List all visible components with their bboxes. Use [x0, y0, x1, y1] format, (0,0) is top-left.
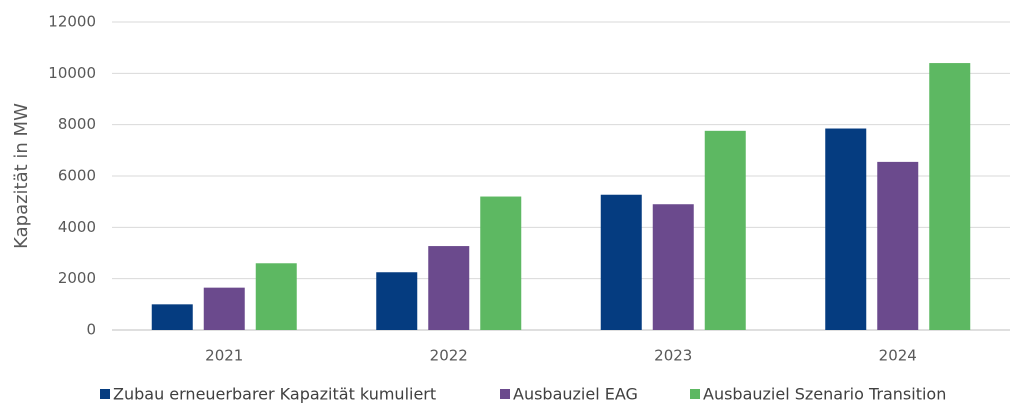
legend-label: Ausbauziel EAG: [513, 385, 638, 404]
bar: [376, 272, 418, 330]
y-tick-label: 12000: [48, 13, 96, 31]
bar: [480, 196, 522, 330]
legend-swatch: [100, 389, 110, 399]
legend-swatch: [500, 389, 510, 399]
bar: [255, 263, 297, 330]
y-tick-label: 10000: [48, 64, 96, 82]
bar: [600, 194, 642, 330]
x-tick-label: 2023: [654, 347, 692, 365]
y-tick-label: 0: [86, 321, 96, 339]
x-tick-label: 2021: [205, 347, 243, 365]
legend-label: Ausbauziel Szenario Transition: [703, 385, 946, 404]
legend-swatch: [690, 389, 700, 399]
bar: [825, 128, 867, 330]
bar: [203, 287, 245, 330]
y-axis-label: Kapazität in MW: [11, 103, 32, 249]
y-tick-label: 8000: [58, 115, 96, 133]
legend-label: Zubau erneuerbarer Kapazität kumuliert: [113, 385, 436, 404]
y-tick-label: 2000: [58, 269, 96, 287]
bar: [652, 204, 694, 330]
bar: [877, 161, 919, 330]
x-tick-label: 2024: [879, 347, 917, 365]
x-tick-label: 2022: [430, 347, 468, 365]
y-tick-label: 6000: [58, 167, 96, 185]
bar: [929, 63, 971, 331]
bar: [704, 130, 746, 330]
bar: [428, 246, 470, 330]
y-tick-label: 4000: [58, 218, 96, 236]
bar: [151, 304, 193, 330]
legend: Zubau erneuerbarer Kapazität kumuliert Au…: [100, 385, 946, 404]
